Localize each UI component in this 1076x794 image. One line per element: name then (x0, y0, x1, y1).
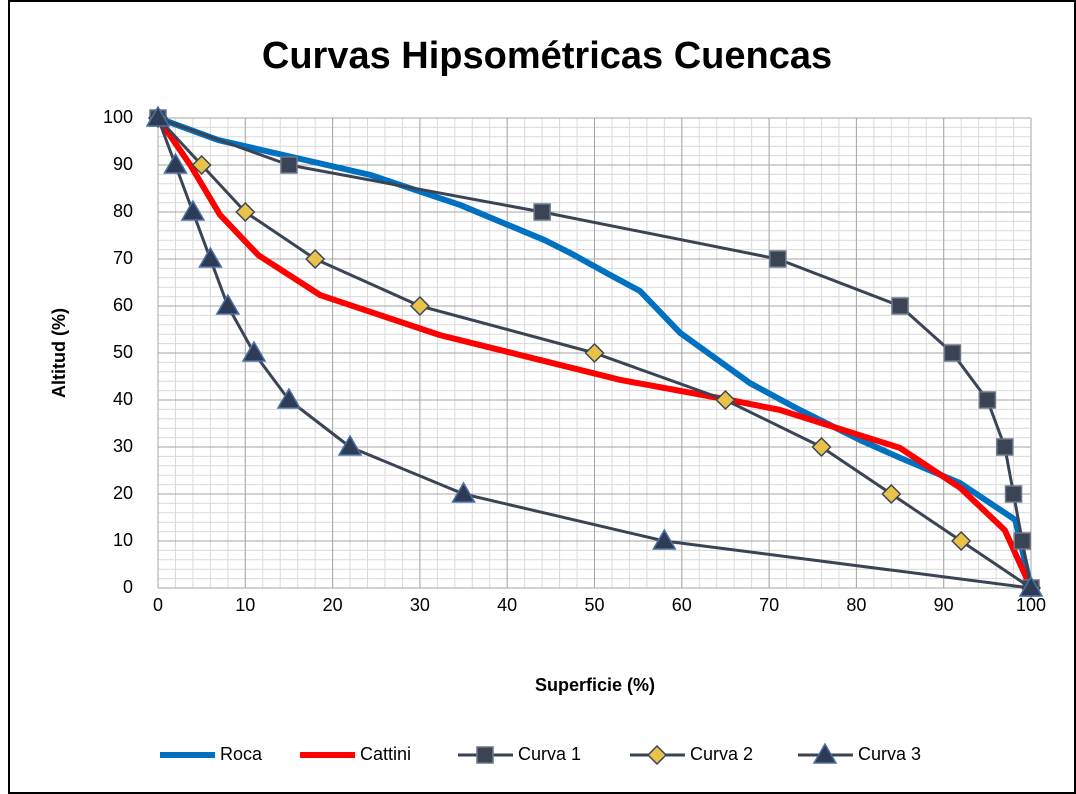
marker (337, 434, 363, 456)
legend-label: Curva 1 (518, 744, 581, 764)
marker (812, 742, 838, 764)
marker (978, 391, 997, 409)
legend-label: Curva 2 (690, 744, 753, 764)
x-tick-label: 100 (1016, 595, 1046, 615)
marker (584, 342, 605, 364)
marker (476, 746, 494, 764)
y-axis-label: Altitud (%) (49, 308, 69, 398)
x-tick-label: 60 (672, 595, 692, 615)
marker (280, 156, 298, 174)
x-tick-label: 10 (235, 595, 255, 615)
marker (305, 248, 326, 270)
marker (646, 744, 668, 766)
marker (891, 297, 909, 315)
marker (951, 530, 972, 552)
legend-label: Roca (220, 744, 263, 764)
marker (881, 483, 902, 505)
x-tick-label: 90 (934, 595, 954, 615)
y-tick-label: 40 (113, 389, 133, 409)
chart-title: Curvas Hipsométricas Cuencas (262, 35, 832, 77)
x-tick-label: 0 (153, 595, 163, 615)
y-tick-label: 30 (113, 436, 133, 456)
series-line (155, 116, 1034, 590)
y-tick-label: 10 (113, 530, 133, 550)
y-tick-label: 0 (123, 577, 133, 597)
legend-label: Cattini (360, 744, 411, 764)
marker (241, 340, 267, 362)
marker (715, 389, 736, 411)
plot (145, 105, 1044, 599)
marker (769, 250, 787, 268)
marker (811, 436, 832, 458)
marker (451, 481, 476, 503)
marker (996, 438, 1014, 456)
x-tick-label: 20 (323, 595, 343, 615)
marker (180, 199, 206, 221)
y-tick-label: 80 (113, 201, 133, 221)
marker (235, 201, 256, 223)
x-tick-label: 30 (410, 595, 430, 615)
marker (276, 387, 302, 409)
x-axis-label: Superficie (%) (535, 675, 655, 695)
marker (145, 105, 171, 127)
marker (652, 528, 677, 550)
legend-label: Curva 3 (858, 744, 921, 764)
marker (409, 295, 430, 317)
x-tick-label: 40 (497, 595, 517, 615)
marker (533, 203, 551, 221)
y-tick-label: 100 (103, 107, 133, 127)
y-tick-label: 50 (113, 342, 133, 362)
marker (163, 152, 188, 174)
marker (1013, 532, 1032, 550)
y-tick-label: 60 (113, 295, 133, 315)
x-tick-label: 50 (584, 595, 604, 615)
x-tick-label: 70 (759, 595, 779, 615)
marker (198, 246, 223, 268)
marker (191, 154, 212, 176)
y-tick-label: 90 (113, 154, 133, 174)
x-tick-label: 80 (846, 595, 866, 615)
marker (1018, 575, 1044, 597)
y-tick-label: 70 (113, 248, 133, 268)
marker (1004, 485, 1023, 503)
legend: Roca Cattini Curva 1 Curva 2 Curva 3 (160, 742, 921, 766)
y-tick-label: 20 (113, 483, 133, 503)
marker (215, 293, 241, 315)
marker (943, 344, 962, 362)
